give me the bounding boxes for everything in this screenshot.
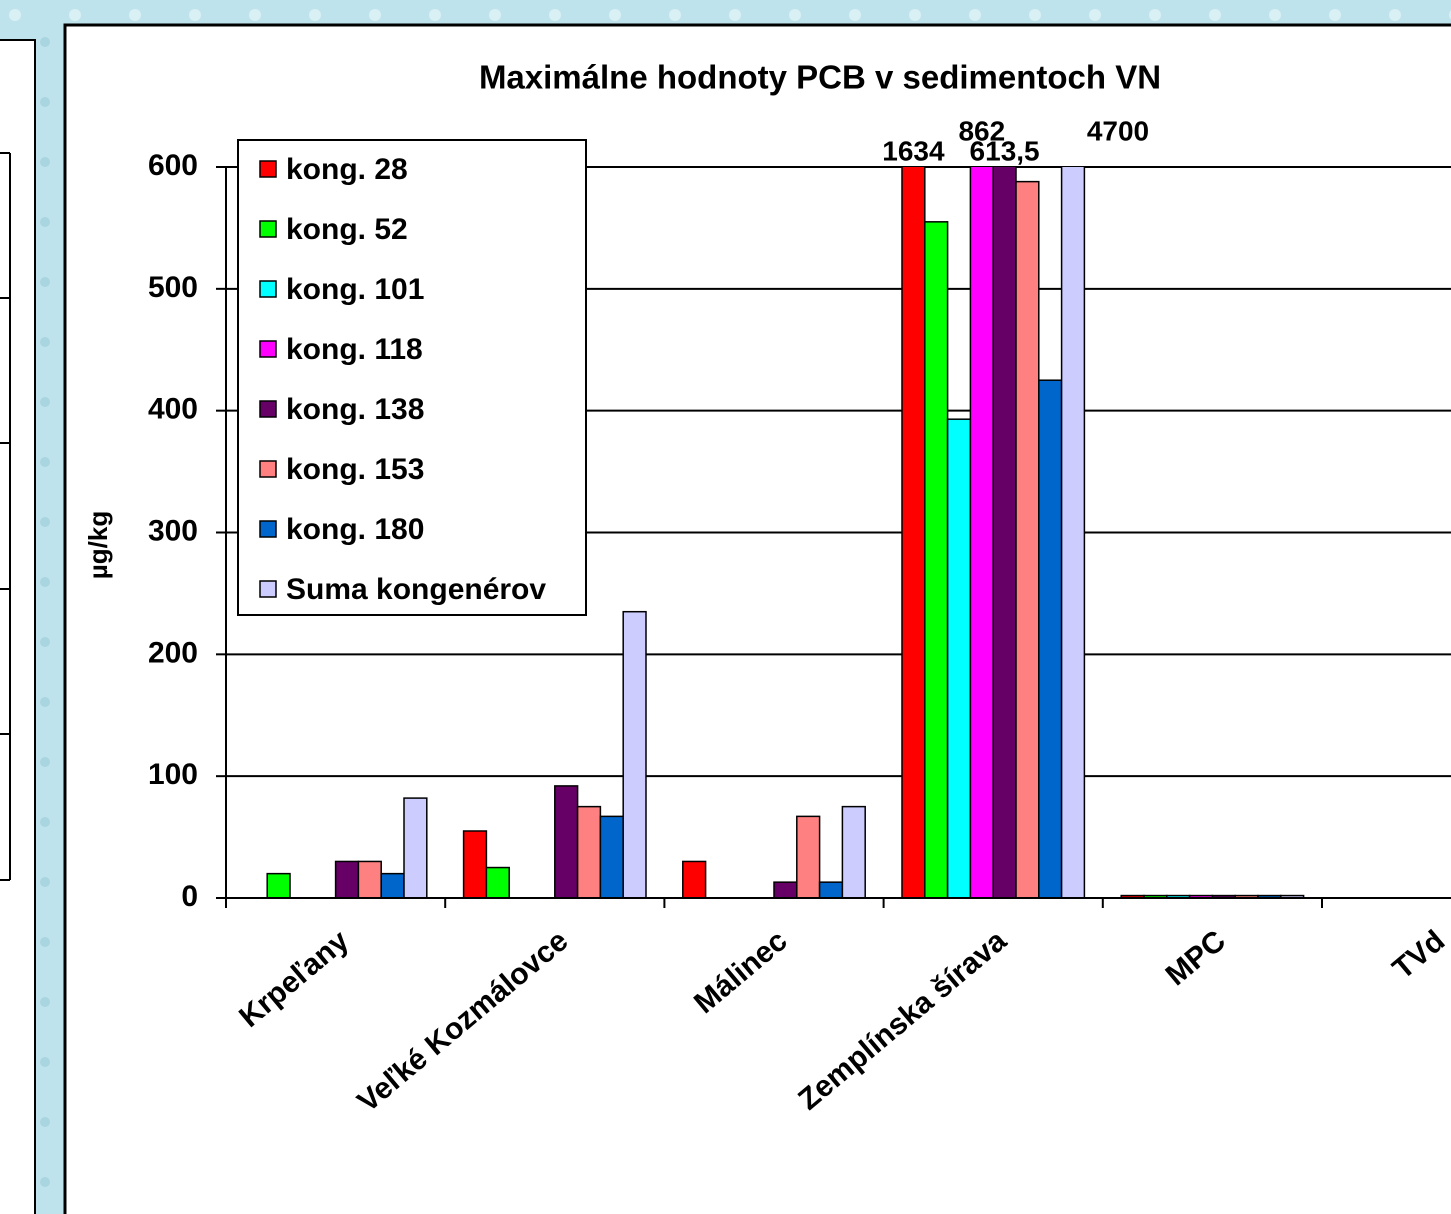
y-tick-label: 0 (181, 880, 198, 913)
y-tick-label: 600 (148, 149, 198, 182)
bar (380, 872, 405, 899)
legend-label: kong. 138 (286, 393, 424, 426)
legend-swatch (259, 580, 277, 598)
bar (924, 221, 949, 899)
y-tick-label: 200 (148, 636, 198, 669)
legend-label: kong. 180 (286, 513, 424, 546)
legend-swatch (259, 400, 277, 418)
legend-box (237, 139, 587, 616)
bar (266, 872, 291, 899)
legend-swatch (259, 460, 277, 478)
y-tick-label: 300 (148, 514, 198, 547)
bar (622, 610, 647, 899)
bar (485, 866, 510, 899)
side-panel (0, 39, 36, 1214)
bar (682, 860, 707, 899)
value-label: 613,5 (970, 135, 1040, 166)
legend-label: kong. 153 (286, 453, 424, 486)
bar (576, 805, 602, 899)
legend-label: kong. 118 (286, 333, 423, 366)
bar (599, 815, 624, 899)
plot-bars (266, 167, 1305, 899)
legend-swatch (259, 340, 277, 358)
bar (992, 167, 1017, 899)
legend: kong. 28 kong. 52 kong. 101 kong. 118 kong. … (237, 139, 587, 616)
bar (462, 830, 488, 899)
legend-swatch (259, 220, 277, 238)
bar (773, 881, 798, 899)
bar (1015, 180, 1040, 899)
bar (403, 797, 428, 899)
legend-label: kong. 28 (286, 153, 408, 186)
legend-swatch (259, 520, 277, 538)
value-label: 4700 (1087, 115, 1149, 146)
legend-swatch (259, 160, 277, 178)
legend-swatch (259, 280, 277, 298)
legend-label: Suma kongenérov (286, 573, 546, 606)
bar (796, 815, 821, 899)
y-axis-label: µg/kg (83, 511, 113, 579)
bar (841, 805, 866, 899)
legend-label: kong. 52 (286, 213, 408, 246)
y-tick-label: 100 (148, 758, 198, 791)
bar (554, 785, 579, 899)
value-label: 1634 (882, 135, 945, 166)
chart-title: Maximálne hodnoty PCB v sedimentoch VN (479, 59, 1161, 96)
bar (334, 860, 360, 899)
y-tick-label: 400 (148, 393, 198, 426)
value-label: 862 (958, 115, 1005, 146)
bar (1038, 379, 1063, 899)
bar (357, 860, 382, 899)
bar (946, 418, 972, 899)
y-tick-label: 500 (148, 271, 198, 304)
bar (818, 881, 844, 899)
legend-label: kong. 101 (286, 273, 424, 306)
side-panel-ticks (0, 152, 11, 881)
